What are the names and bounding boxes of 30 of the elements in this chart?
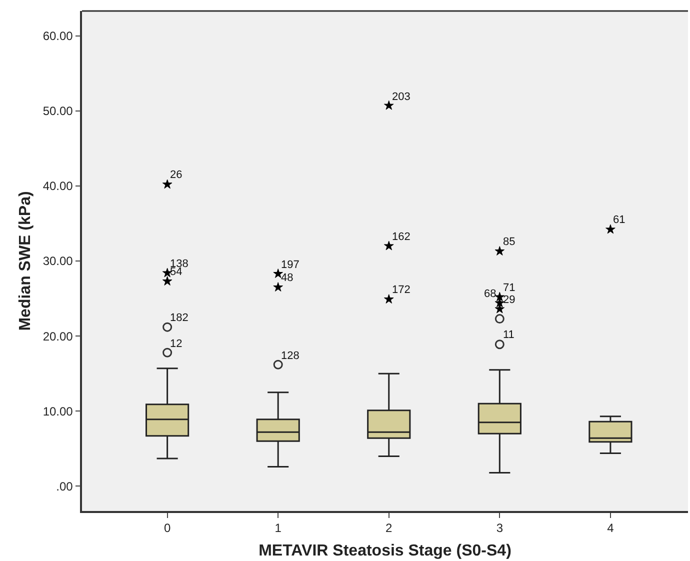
x-tick-label: 0 bbox=[164, 521, 171, 536]
x-tick-label: 4 bbox=[607, 521, 614, 536]
annotation: 48 bbox=[281, 272, 294, 284]
annotation: 182 bbox=[170, 312, 188, 324]
y-tick-label: 30.00 bbox=[42, 254, 74, 268]
annotation: 71 bbox=[503, 282, 516, 294]
x-tick-label: 2 bbox=[386, 521, 393, 536]
y-tick-label: 20.00 bbox=[42, 329, 74, 344]
annotation: 162 bbox=[392, 231, 410, 243]
y-axis-title: Median SWE (kPa) bbox=[17, 191, 34, 331]
y-tick-label: 10.00 bbox=[42, 404, 74, 418]
annotation: 29 bbox=[503, 294, 516, 306]
annotation: 172 bbox=[392, 284, 410, 296]
annotation: 61 bbox=[613, 214, 626, 226]
annotation: 128 bbox=[281, 350, 300, 362]
annotation: 85 bbox=[503, 236, 516, 248]
annotation: 54 bbox=[170, 266, 182, 278]
x-tick-label: 3 bbox=[496, 521, 504, 536]
annotation: 203 bbox=[392, 91, 410, 103]
y-tick-label: 60.00 bbox=[42, 28, 74, 43]
annotation: 68 bbox=[484, 288, 496, 300]
annotation: 197 bbox=[281, 259, 300, 271]
x-axis-title: METAVIR Steatosis Stage (S0-S4) bbox=[258, 542, 512, 560]
x-tick-label: 1 bbox=[274, 521, 282, 536]
y-tick-label: 40.00 bbox=[42, 179, 74, 194]
y-tick-label: 50.00 bbox=[42, 104, 74, 118]
annotation: 12 bbox=[170, 338, 182, 350]
annotation: 11 bbox=[503, 329, 514, 341]
annotation: 26 bbox=[170, 169, 182, 181]
y-tick-label: .00 bbox=[56, 479, 74, 494]
